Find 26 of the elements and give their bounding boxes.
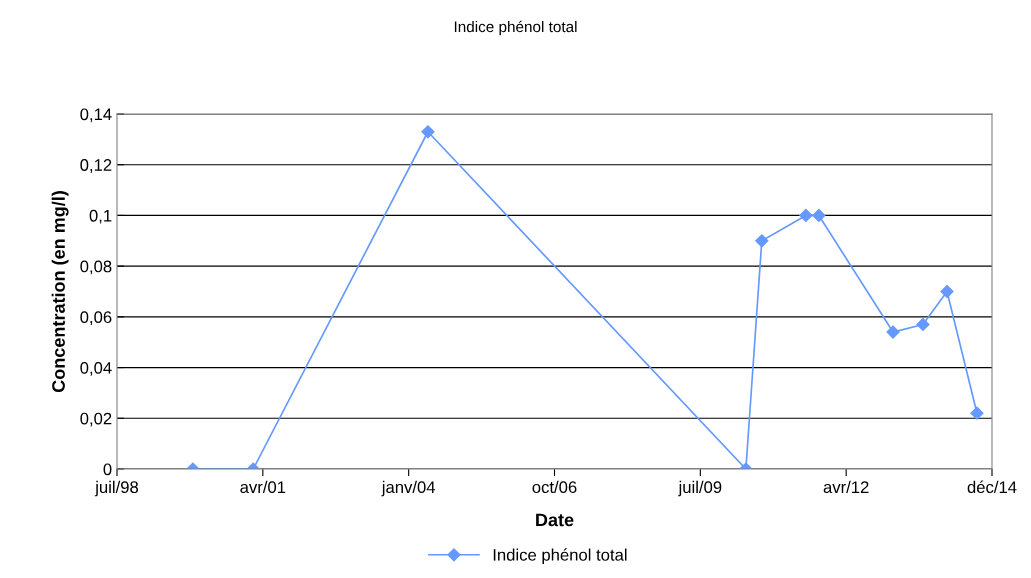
x-axis-title: Date xyxy=(536,513,574,527)
point xyxy=(916,317,930,332)
x-tick-label: déc/14 xyxy=(967,480,1017,494)
x-tick-label: juil/09 xyxy=(678,480,722,497)
x-tick-label: avr/01 xyxy=(240,480,286,494)
x-tick-label: avr/12 xyxy=(823,480,869,494)
y-tick-label: 0,06 xyxy=(80,311,112,326)
y-axis-title: Concentration (en mg/l) xyxy=(51,191,69,393)
y-tick-label: 0,12 xyxy=(80,159,112,173)
point xyxy=(940,284,954,299)
x-tick-label: oct/06 xyxy=(532,480,577,494)
point xyxy=(812,208,826,223)
point xyxy=(886,325,900,339)
x-tick-label: juil/98 xyxy=(94,480,139,497)
y-tick-label: 0 xyxy=(103,463,112,476)
y-tick-label: 0,14 xyxy=(80,108,112,123)
point xyxy=(755,234,769,248)
y-tick-label: 0,02 xyxy=(80,412,112,427)
point xyxy=(421,125,435,139)
chart-title: Indice phénol total xyxy=(454,20,577,36)
y-tick-label: 0,08 xyxy=(80,260,112,275)
legend-label: Indice phénol total xyxy=(493,548,627,565)
point xyxy=(799,208,813,223)
y-tick-label: 0,04 xyxy=(80,361,112,376)
y-tick-label: 0,1 xyxy=(89,209,112,224)
x-tick-label: janv/04 xyxy=(381,480,436,497)
